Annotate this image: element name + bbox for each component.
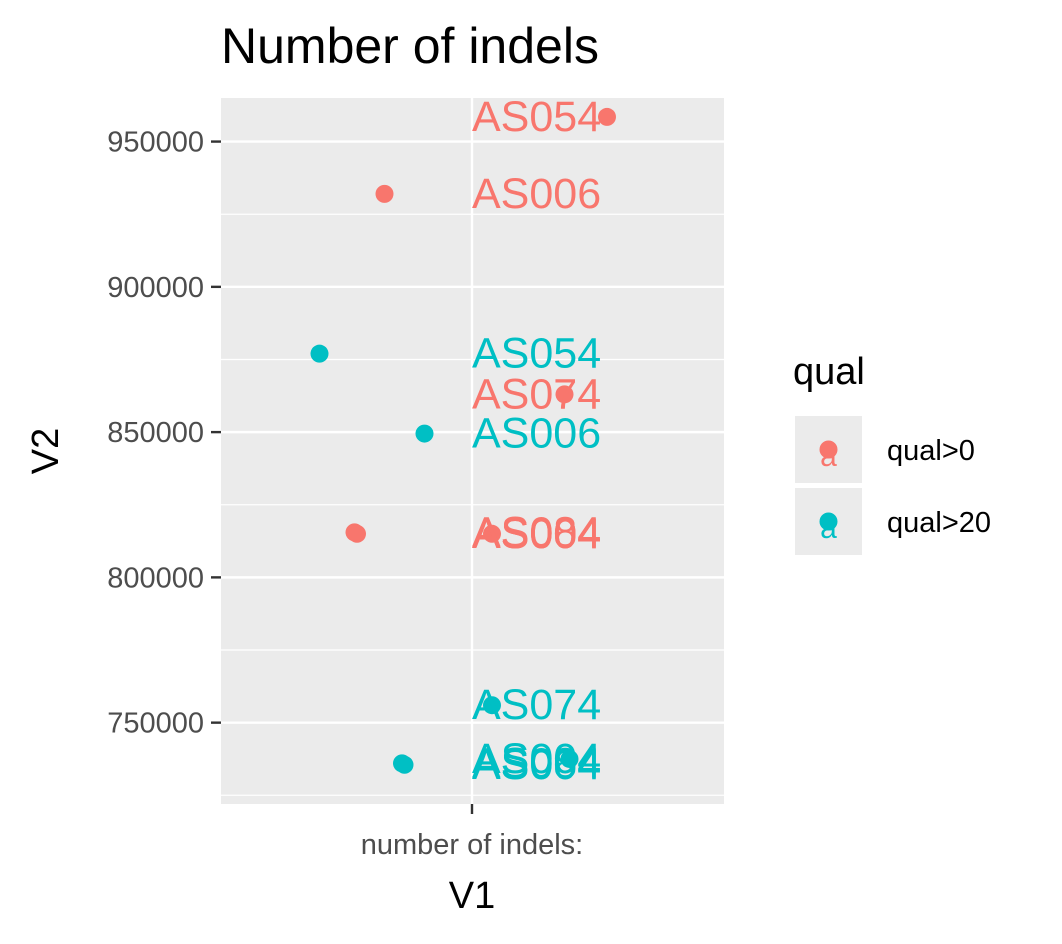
y-tick-label: 950000: [107, 127, 204, 159]
point-label: AS004: [472, 741, 601, 789]
data-point: [310, 344, 329, 363]
legend: qual a qual>0 a qual>20: [793, 351, 991, 555]
point-label: AS074: [472, 370, 601, 418]
data-point: [598, 107, 616, 126]
y-axis-title: V2: [25, 428, 67, 474]
data-point: [415, 424, 434, 443]
y-tick-label: 750000: [107, 708, 204, 740]
legend-glyph: a: [820, 512, 837, 545]
y-tick-label: 850000: [107, 417, 204, 449]
data-point: [395, 755, 414, 774]
data-point: [483, 524, 501, 543]
legend-label: qual>20: [887, 507, 991, 539]
legend-title: qual: [793, 351, 865, 393]
point-label: AS054: [472, 330, 601, 378]
point-label: AS006: [472, 410, 601, 458]
grid-lines: [221, 98, 724, 804]
y-axis: 750000 800000 850000 900000 950000: [107, 127, 221, 740]
data-point: [348, 524, 366, 543]
point-label: AS004: [472, 510, 601, 558]
data-point: [560, 749, 579, 768]
point-label: AS074: [472, 681, 601, 729]
legend-glyph: a: [820, 440, 837, 473]
data-point: [555, 385, 574, 404]
x-axis-title: V1: [449, 875, 495, 917]
data-points: [310, 107, 616, 774]
point-label: AS084: [472, 508, 601, 556]
x-tick-label: number of indels:: [361, 829, 583, 861]
data-point: [375, 184, 394, 203]
legend-marker: [819, 440, 838, 459]
legend-label: qual>0: [887, 435, 975, 467]
legend-marker: [819, 512, 838, 531]
point-label: AS006: [472, 170, 601, 218]
point-labels: AS054AS006AS074AS084AS004AS004AS054AS006…: [472, 93, 601, 789]
data-point: [483, 696, 501, 715]
point-label: AS004: [472, 510, 601, 558]
point-label: AS054: [472, 93, 601, 141]
point-label: AS004: [472, 735, 601, 783]
point-label: AS084: [472, 739, 601, 787]
y-tick-label: 900000: [107, 272, 204, 304]
x-axis: number of indels:: [361, 804, 583, 861]
chart-title: Number of indels: [221, 18, 599, 74]
y-tick-label: 800000: [107, 562, 204, 594]
